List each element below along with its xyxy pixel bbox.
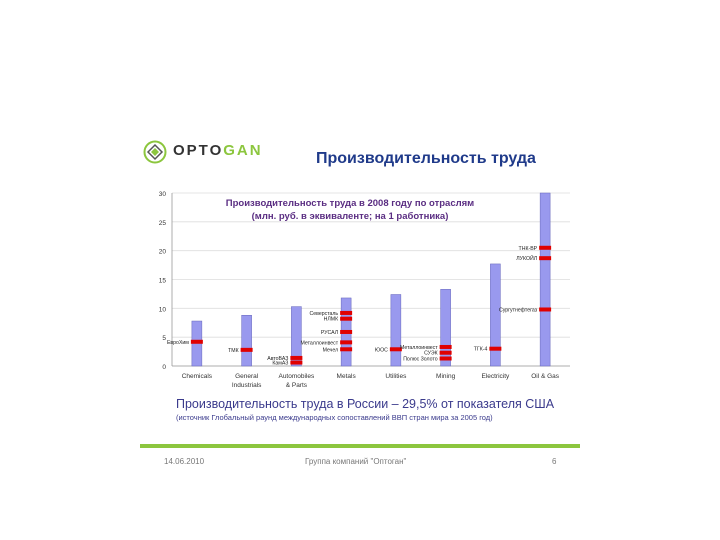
- company-label: ЛУКОЙЛ: [516, 254, 537, 262]
- productivity-chart: 0 5 10 15 20 25 30 Chemicals General Industrials A…: [140, 185, 580, 395]
- company-marker: [190, 339, 203, 344]
- x-tick-label: Electricity: [481, 373, 510, 380]
- chart-svg: 0 5 10 15 20 25 30 Chemicals General Industrials A…: [159, 191, 570, 389]
- company-marker: [539, 245, 552, 250]
- company-marker: [539, 256, 552, 261]
- company-marker: [340, 340, 353, 345]
- caption: Производительность труда в России – 29,5…: [176, 397, 555, 411]
- x-tick-label: Metals: [337, 373, 357, 380]
- x-tick-label: Oil & Gas: [531, 373, 560, 380]
- company-label: Сургутнефтегаз: [499, 307, 538, 313]
- company-label: РУСАЛ: [321, 330, 338, 336]
- company-label: ТНК-BP: [519, 246, 538, 252]
- optogan-logo-icon: [143, 140, 167, 164]
- company-label: ЮОС: [375, 347, 388, 353]
- company-marker: [290, 355, 303, 360]
- logo-text-part1: OPTO: [173, 142, 224, 159]
- company-label: НЛМК: [324, 317, 339, 323]
- logo-text-part2: GAN: [223, 142, 263, 159]
- company-marker: [340, 329, 353, 334]
- footer-divider: [140, 444, 580, 448]
- bar: [490, 263, 501, 367]
- footer-date: 14.06.2010: [164, 457, 205, 466]
- company-label: ТМК: [228, 348, 239, 354]
- company-marker: [439, 344, 452, 349]
- page-number: 6: [552, 457, 557, 466]
- source-note: (источник Глобальный раунд международных…: [176, 413, 493, 422]
- footer-company: Группа компаний "Оптоган": [305, 457, 407, 466]
- y-tick-label: 5: [162, 335, 166, 342]
- bar: [440, 289, 451, 367]
- bar: [539, 192, 551, 367]
- company-label: ЕвроХим: [167, 340, 189, 346]
- company-label: АвтоВАЗ: [267, 356, 288, 362]
- company-marker: [389, 347, 402, 352]
- company-label: Мечел: [323, 347, 339, 353]
- y-tick-label: 0: [162, 364, 166, 371]
- x-tick-label: Automobiles: [278, 373, 315, 380]
- company-label: Металлоинвест: [400, 345, 438, 351]
- x-tick-label: & Parts: [286, 382, 308, 389]
- x-tick-label: Utilities: [385, 373, 407, 380]
- y-tick-label: 10: [159, 306, 167, 313]
- company-label: Полюс Золото: [403, 357, 438, 363]
- company-label: СУЭК: [424, 351, 438, 357]
- bar: [241, 315, 252, 367]
- x-tick-label: Chemicals: [182, 373, 213, 380]
- company-label: Северсталь: [310, 311, 339, 317]
- y-tick-label: 20: [159, 249, 167, 256]
- chart-title-line2: (млн. руб. в эквиваленте; на 1 работника…: [251, 211, 449, 222]
- slide-title: Производительность труда: [316, 150, 536, 167]
- company-marker: [340, 347, 353, 352]
- x-tick-label: Industrials: [232, 382, 262, 389]
- company-marker: [340, 316, 353, 321]
- company-marker: [489, 346, 502, 351]
- x-tick-label: General: [235, 373, 259, 380]
- y-tick-label: 30: [159, 191, 167, 198]
- company-label: Металлоинвест: [301, 340, 339, 346]
- bar: [291, 306, 302, 367]
- y-tick-label: 25: [159, 220, 167, 227]
- optogan-logo: OPTOGAN: [143, 139, 303, 165]
- company-marker: [340, 310, 353, 315]
- company-marker: [240, 347, 253, 352]
- company-marker: [439, 350, 452, 355]
- company-label: ТГК-4: [474, 347, 488, 353]
- company-marker: [439, 356, 452, 361]
- logo-text: OPTOGAN: [173, 142, 263, 159]
- y-tick-label: 15: [159, 278, 167, 285]
- company-label: КамАЗ: [272, 361, 288, 367]
- chart-title-line1: Производительность труда в 2008 году по …: [225, 198, 475, 209]
- x-tick-label: Mining: [436, 373, 456, 380]
- company-marker: [290, 360, 303, 365]
- bar: [390, 294, 402, 367]
- company-marker: [539, 307, 552, 312]
